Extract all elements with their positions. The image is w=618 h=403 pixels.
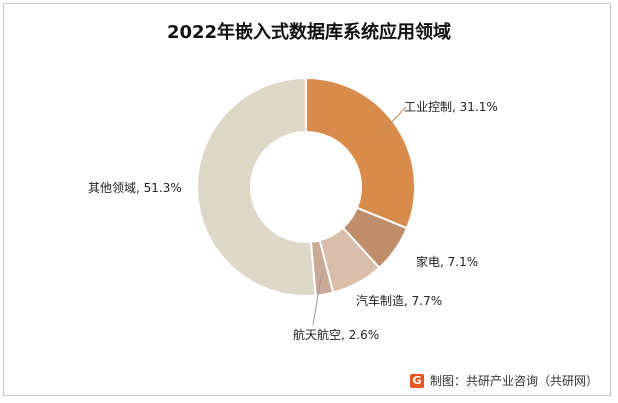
donut-slice-0 [305,76,416,230]
chart-frame [3,3,611,396]
donut-slice-4 [196,76,317,297]
brand-logo-icon: G [409,373,424,388]
source-text: 制图：共研产业咨询（共研网） [429,374,598,388]
slice-label-0: 工业控制, 31.1% [404,100,498,114]
chart-title: 2022年嵌入式数据库系统应用领域 [166,22,452,43]
slice-label-2: 汽车制造, 7.7% [356,293,442,308]
leader-line-0 [371,106,407,144]
source-footer: G 制图：共研产业咨询（共研网） [409,372,598,389]
slice-label-3: 航天航空, 2.6% [293,327,379,342]
slice-label-1: 家电, 7.1% [416,254,478,269]
slice-label-4: 其他领域, 51.3% [88,181,182,195]
leader-line-3 [312,275,322,326]
